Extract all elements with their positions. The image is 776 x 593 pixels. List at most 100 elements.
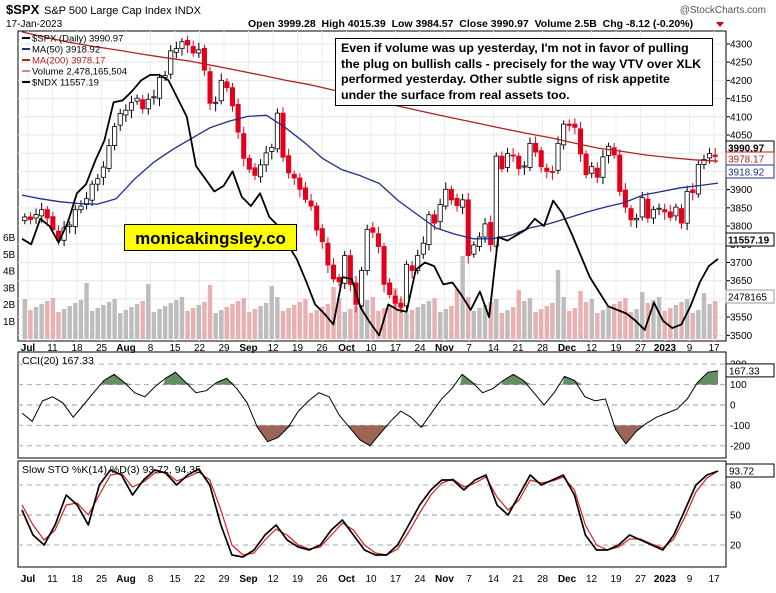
volume-bar [651,300,656,339]
candle-body [606,145,612,156]
candle-body [185,39,191,46]
candle-body [274,112,280,150]
brand-label: monicakingsley.co [124,224,297,251]
date-tick-label: 24 [414,574,426,585]
ticker-symbol: $SPX [6,2,40,17]
volume-bar [527,298,533,339]
date-tick-label: 24 [414,343,426,354]
candle-body [291,173,297,179]
date-tick-label: 17 [390,574,402,585]
ndx-line [21,74,719,337]
volume-bar [668,308,673,339]
volume-bar [61,309,67,339]
volume-bar [673,305,679,339]
candle-body [566,123,572,126]
volume-bar [415,307,420,339]
volume-bar [623,298,628,339]
date-tick-label: 18 [71,574,83,585]
date-tick-label: Jul [21,343,36,354]
candle-body [302,187,308,200]
volume-bar [505,310,510,339]
value-tag [725,289,775,304]
candle-body [650,209,656,219]
volume-bar [555,270,561,339]
candle-body [78,205,84,211]
candle-body [370,227,376,233]
volume-bar [112,299,117,339]
volume-bar [22,299,28,339]
date-tick-label: Sep [239,574,257,585]
volume-bar [606,307,611,339]
candle-body [684,191,690,224]
candle-body [55,230,62,241]
price-tick-label: 3650 [730,276,753,287]
volume-bar [595,313,600,339]
volume-bar [550,303,555,339]
candle-body [196,49,202,54]
sto-label: Slow STO %K(14) %D(3) 93.72, 94.35 [22,464,201,476]
candle-body [437,204,443,223]
cci-negative-fill [613,425,645,444]
volume-bar [426,301,432,339]
cci-value-text: 167.33 [729,366,760,377]
volume-bar [634,309,639,339]
date-tick-label: 14 [488,574,500,585]
quote-line: Open 3999.28 High 4015.39 Low 3984.57 Cl… [248,18,693,30]
value-tag [725,164,775,179]
candle-body [611,147,617,156]
volume-bar [432,298,437,339]
volume-bar [600,310,606,339]
candle-body [690,189,696,193]
candle-body [448,188,454,201]
volume-bar [252,309,258,339]
volume-bar [690,313,695,339]
candle-body [67,224,73,227]
volume-bar [381,308,387,339]
cci-positive-fill [460,374,481,385]
date-tick-label: 22 [194,343,206,354]
volume-bar [174,300,179,339]
date-axis-top: Jul 11 18 25 Aug 8 15 22 29 Sep 12 19 26 Oct 10 17 24 Nov… [21,343,720,354]
date-tick-label: 12 [586,343,598,354]
volume-bar [95,308,100,339]
date-tick-label: 25 [96,343,108,354]
index-name: S&P 500 Large Cap Index INDX [44,5,202,17]
candle-body [33,214,39,219]
candle-body [286,155,292,174]
volume-bar [353,306,359,339]
cci-positive-fill [501,374,532,385]
date-tick-label: 21 [512,343,524,354]
volume-bar [56,312,61,339]
date-tick-label: 11 [47,343,58,354]
volume-bar [118,313,123,339]
candle-body [482,223,488,238]
volume-bar [409,310,415,339]
sto-panel-frame [17,460,727,568]
volume-tick-label: 2B [3,300,16,311]
date-tick-label: 15 [169,343,181,354]
volume-bar [398,299,404,339]
cci-tick-label: 0 [730,400,736,411]
candle-body [499,155,505,170]
volume-bar [241,298,246,339]
candle-body [218,79,224,102]
volume-bar [387,305,392,339]
date-tick-label: 19 [292,574,304,585]
candle-body [426,214,432,246]
candle-body [572,123,578,128]
candle-body [336,277,342,283]
candle-body [712,154,718,157]
volume-bar [331,287,336,339]
volume-bar [544,306,550,339]
volume-bar [235,301,241,339]
volume-bar [533,312,538,339]
date-tick-label: 26 [316,343,328,354]
volume-bar [185,311,190,339]
value-tag-text: 11557.19 [728,236,770,247]
candle-body [701,159,707,165]
volume-bar [28,310,33,339]
volume-bar [494,299,499,339]
candle-body [510,154,516,157]
volume-bar [33,307,39,339]
